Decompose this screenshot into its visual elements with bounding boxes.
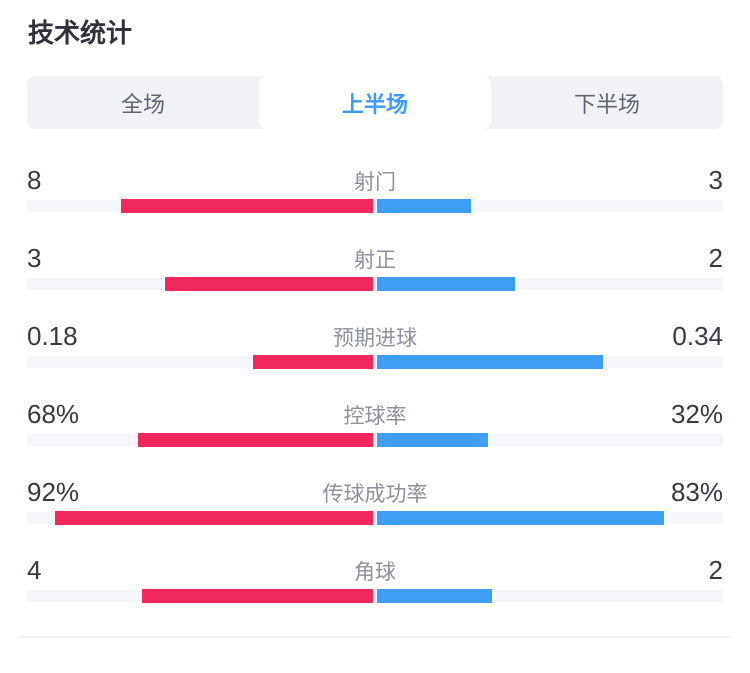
home-bar: [165, 277, 373, 291]
stat-label: 射正: [354, 249, 396, 272]
bottom-divider: [19, 636, 731, 638]
away-bar: [377, 589, 493, 603]
home-value: 0.18: [27, 321, 78, 351]
stat-label: 控球率: [343, 405, 407, 428]
home-value: 8: [27, 165, 42, 195]
stat-row: 3 射正 2: [27, 221, 723, 299]
stat-bar: [27, 355, 723, 369]
away-value: 2: [708, 555, 723, 585]
away-bar: [377, 277, 516, 291]
stat-label: 预期进球: [333, 327, 417, 350]
stat-bar: [27, 589, 723, 603]
away-value: 3: [708, 165, 723, 195]
stat-label: 传球成功率: [322, 483, 428, 506]
home-value: 3: [27, 243, 42, 273]
away-bar: [377, 355, 604, 369]
stat-row: 4 角球 2: [27, 533, 723, 611]
stat-bar: [27, 277, 723, 291]
home-bar: [253, 355, 373, 369]
home-bar: [54, 511, 373, 525]
home-value: 4: [27, 555, 42, 585]
stat-bar: [27, 199, 723, 213]
stat-row: 92% 传球成功率 83%: [27, 455, 723, 533]
stats-list: 8 射门 3 3 射正 2 0.18 预期进球 0.34: [27, 143, 723, 611]
tab-full-match[interactable]: 全场: [120, 91, 165, 117]
away-bar: [377, 511, 665, 525]
tab-second-half[interactable]: 下半场: [573, 91, 640, 117]
stat-row-header: 3 射正 2: [27, 243, 723, 273]
stat-row: 68% 控球率 32%: [27, 377, 723, 455]
away-value: 0.34: [672, 321, 723, 351]
stat-label: 角球: [354, 561, 396, 584]
bar-track: [27, 278, 723, 290]
home-bar: [137, 433, 373, 447]
bar-track: [27, 356, 723, 368]
stat-row-header: 0.18 预期进球 0.34: [27, 321, 723, 351]
tab-first-half[interactable]: 上半场: [259, 76, 491, 129]
away-value: 83%: [670, 477, 723, 507]
home-value: 92%: [27, 477, 80, 507]
stat-row-header: 68% 控球率 32%: [27, 399, 723, 429]
stat-row: 8 射门 3: [27, 143, 723, 221]
away-bar: [377, 199, 472, 213]
stat-row-header: 4 角球 2: [27, 555, 723, 585]
bar-track: [27, 434, 723, 446]
tab-bar: 全场 上半场 下半场: [27, 76, 723, 129]
home-bar: [121, 199, 373, 213]
stat-row: 0.18 预期进球 0.34: [27, 299, 723, 377]
away-value: 32%: [670, 399, 723, 429]
stat-bar: [27, 433, 723, 447]
away-bar: [377, 433, 488, 447]
away-value: 2: [708, 243, 723, 273]
stat-bar: [27, 511, 723, 525]
page-title: 技术统计: [28, 18, 133, 48]
stat-row-header: 8 射门 3: [27, 165, 723, 195]
stat-row-header: 92% 传球成功率 83%: [27, 477, 723, 507]
home-value: 68%: [27, 399, 80, 429]
bar-track: [27, 590, 723, 602]
stat-label: 射门: [354, 171, 396, 194]
home-bar: [142, 589, 373, 603]
